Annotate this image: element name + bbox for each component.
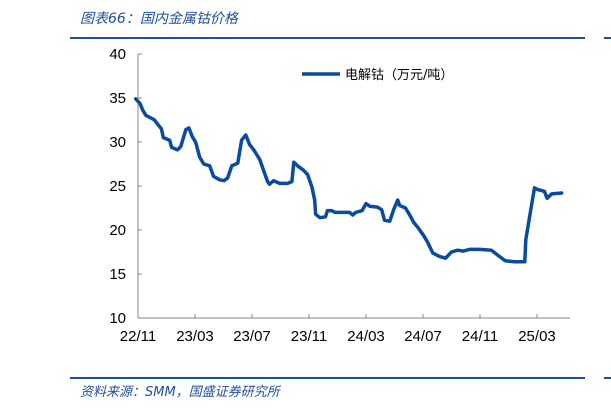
top-rule: [70, 37, 585, 39]
x-tick-label: 23/07: [233, 328, 271, 345]
x-tick-label: 23/11: [291, 328, 327, 345]
y-tick-label: 30: [109, 134, 126, 151]
y-tick-label: 20: [109, 222, 126, 239]
x-tick-label: 23/03: [176, 328, 214, 345]
x-tick-label: 24/03: [347, 328, 385, 345]
figure-title: 图表66：国内金属钴价格: [80, 11, 238, 27]
series-line-electrolytic-cobalt: [133, 97, 564, 264]
x-tick-label: 25/03: [518, 328, 556, 345]
source-note: 资料来源：SMM，国盛证券研究所: [80, 385, 280, 400]
bottom-rule: [70, 377, 585, 379]
y-tick-label: 40: [109, 46, 126, 63]
y-tick-label: 35: [109, 90, 126, 107]
x-tick-label: 24/11: [462, 328, 498, 345]
x-tick-label: 22/11: [120, 328, 156, 345]
legend-label: 电解钴（万元/吨）: [345, 68, 453, 83]
y-tick-label: 15: [109, 266, 126, 283]
y-tick-label: 10: [109, 310, 126, 327]
bottom-rule-tail: [604, 377, 611, 379]
y-tick-label: 25: [109, 178, 126, 195]
top-rule-tail: [604, 37, 611, 39]
x-tick-label: 24/07: [404, 328, 442, 345]
